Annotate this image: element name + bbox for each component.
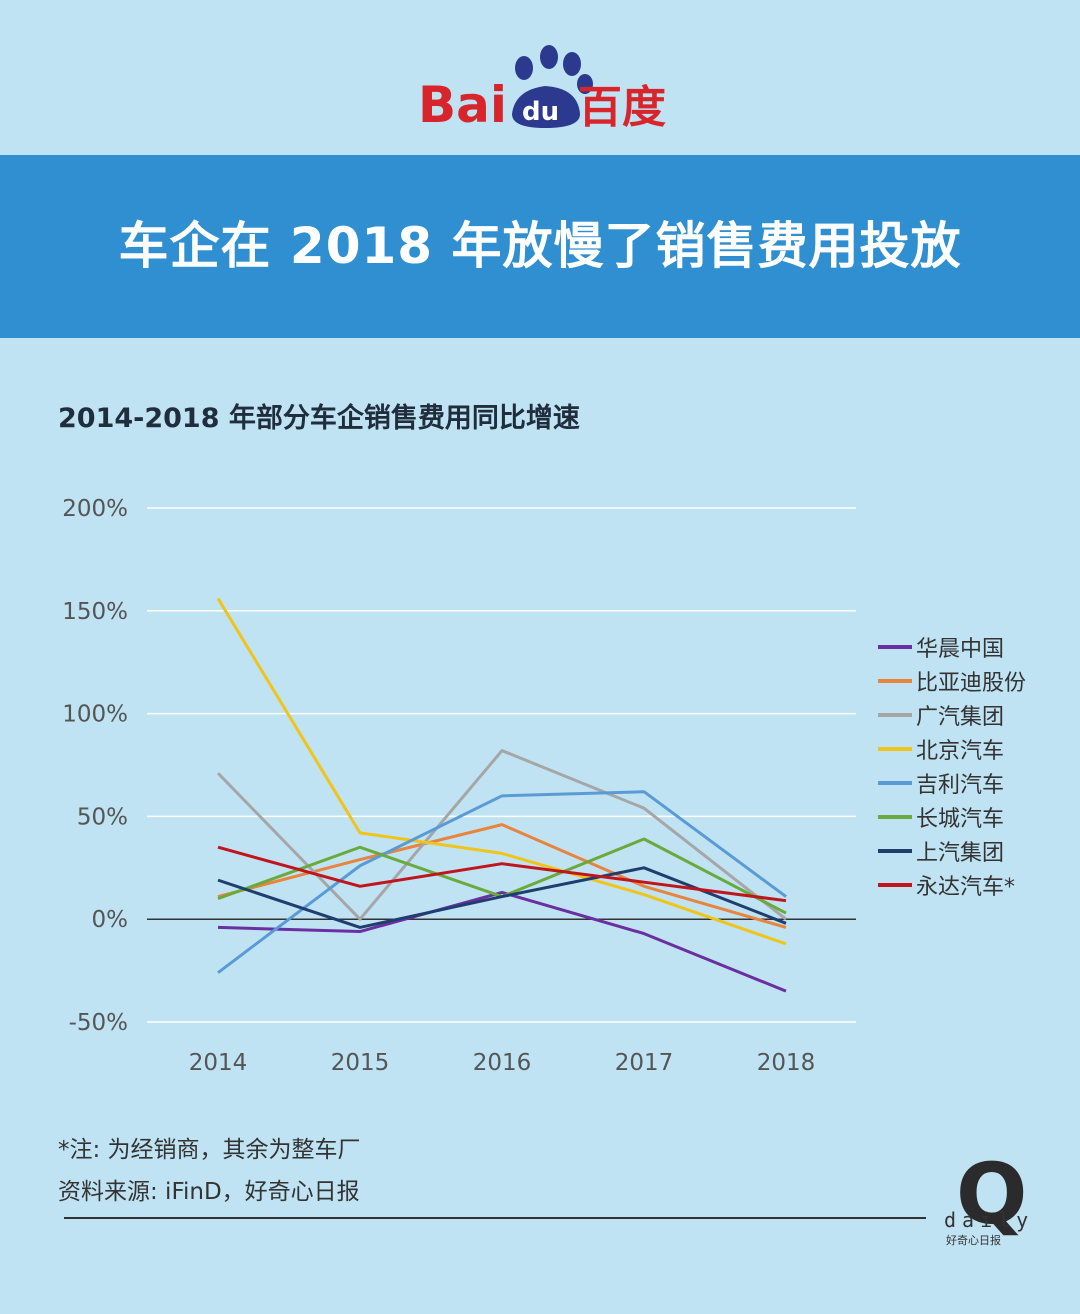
line-chart: 200%150%100%50%0%-50% 2014 2015 2016 2017 20… (62, 496, 856, 1076)
chart-series (216, 597, 787, 993)
chart-grid (147, 507, 856, 1023)
legend-label: 长城汽车 (916, 807, 1005, 832)
legend-item: 比亚迪股份 (878, 664, 1026, 698)
legend-item: 吉利汽车 (878, 766, 1026, 800)
qdaily-logo: Q (956, 1145, 1027, 1243)
legend-item: 华晨中国 (878, 630, 1026, 664)
legend-swatch (878, 883, 912, 887)
baidu-logo: Bai du 百度 (0, 40, 1080, 140)
legend-swatch (878, 645, 912, 649)
page-title: 车企在 2018 年放慢了销售费用投放 (118, 217, 962, 275)
y-axis-ticks: 200% 150% 100% 50% 0% -50% (62, 496, 128, 1036)
y-tick-label: 100% (62, 702, 128, 728)
legend-label: 吉利汽车 (916, 773, 1005, 798)
footnote-source: 资料来源: iFinD，好奇心日报 (58, 1179, 360, 1205)
baidu-logo-latin: Bai (418, 76, 507, 134)
legend-item: 上汽集团 (878, 834, 1026, 868)
series-line-4 (217, 790, 787, 974)
x-tick-label: 2016 (473, 1050, 532, 1076)
legend-swatch (878, 747, 912, 751)
x-tick-label: 2018 (757, 1050, 816, 1076)
chart-title: 2014-2018 年部分车企销售费用同比增速 (58, 403, 580, 434)
qdaily-word: daily (944, 1208, 1035, 1232)
series-line-0 (217, 890, 787, 993)
y-tick-label: 0% (92, 907, 129, 933)
legend-label: 华晨中国 (916, 637, 1005, 662)
legend-label: 北京汽车 (916, 739, 1005, 764)
legend-label: 上汽集团 (916, 841, 1005, 866)
series-line-7 (217, 845, 787, 903)
divider (64, 1217, 926, 1219)
legend-label: 广汽集团 (916, 705, 1005, 730)
series-line-1 (217, 823, 787, 929)
qdaily-sub: 好奇心日报 (946, 1234, 1001, 1247)
paw-icon (512, 45, 593, 128)
x-axis-ticks: 2014 2015 2016 2017 2018 (189, 1050, 816, 1076)
chart-legend: 华晨中国比亚迪股份广汽集团北京汽车吉利汽车长城汽车上汽集团永达汽车* (878, 630, 1026, 902)
baidu-logo-cn: 百度 (578, 82, 666, 133)
y-tick-label: -50% (69, 1010, 128, 1036)
legend-label: 永达汽车* (916, 875, 1016, 900)
legend-swatch (878, 679, 912, 683)
x-tick-label: 2017 (615, 1050, 674, 1076)
series-line-6 (217, 866, 787, 929)
legend-item: 长城汽车 (878, 800, 1026, 834)
legend-swatch (878, 849, 912, 853)
title-banner: 车企在 2018 年放慢了销售费用投放 (0, 155, 1080, 338)
legend-swatch (878, 815, 912, 819)
series-line-2 (216, 749, 787, 921)
footnote-note: *注: 为经销商，其余为整车厂 (58, 1137, 361, 1163)
y-tick-label: 200% (62, 496, 128, 522)
y-tick-label: 50% (77, 804, 128, 830)
qdaily-logo-letter: Q (956, 1145, 1027, 1243)
x-tick-label: 2014 (189, 1050, 248, 1076)
legend-item: 广汽集团 (878, 698, 1026, 732)
legend-item: 永达汽车* (878, 868, 1026, 902)
y-tick-label: 150% (62, 599, 128, 625)
baidu-logo-du: du (522, 97, 559, 127)
legend-item: 北京汽车 (878, 732, 1026, 766)
x-tick-label: 2015 (331, 1050, 390, 1076)
legend-label: 比亚迪股份 (916, 671, 1027, 696)
legend-swatch (878, 713, 912, 717)
series-line-3 (216, 597, 787, 946)
legend-swatch (878, 781, 912, 785)
